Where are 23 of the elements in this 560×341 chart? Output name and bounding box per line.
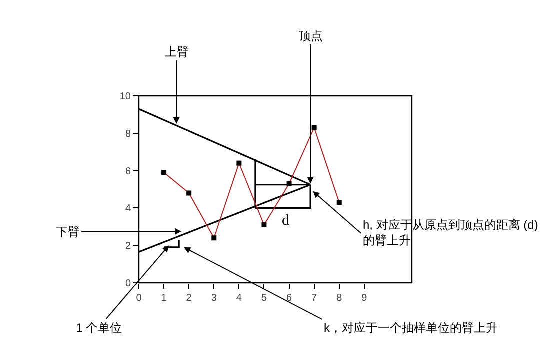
x-tick-label: 7 bbox=[312, 293, 318, 304]
annotation: 下臂 bbox=[56, 225, 80, 239]
x-tick-label: 4 bbox=[236, 293, 242, 304]
y-tick-label: 8 bbox=[125, 128, 132, 140]
y-tick-label: 6 bbox=[125, 166, 132, 178]
y-tick-label: 10 bbox=[120, 92, 132, 102]
x-tick-label: 8 bbox=[336, 293, 343, 304]
x-tick-label: 9 bbox=[362, 293, 368, 304]
y-tick-label: 4 bbox=[125, 204, 132, 215]
x-tick-label: 0 bbox=[136, 293, 142, 304]
annotation: 上臂 bbox=[165, 45, 189, 59]
annotation: d bbox=[282, 213, 290, 229]
y-tick-label: 2 bbox=[125, 241, 132, 252]
annotation: 1 个单位 bbox=[76, 321, 122, 335]
x-tick-label: 2 bbox=[186, 293, 192, 304]
x-tick-label: 3 bbox=[211, 293, 218, 304]
annotation: 顶点 bbox=[299, 29, 323, 43]
annotation: h, 对应于从原点到顶点的距离 (d) 的臂上升 bbox=[363, 218, 538, 248]
x-tick-label: 6 bbox=[286, 293, 292, 304]
x-tick-label: 1 bbox=[161, 293, 168, 304]
text: k，对应于一个抽样单位的臂上升 bbox=[324, 321, 498, 335]
y-tick-label: 0 bbox=[125, 278, 132, 290]
x-tick-label: 5 bbox=[261, 293, 268, 304]
